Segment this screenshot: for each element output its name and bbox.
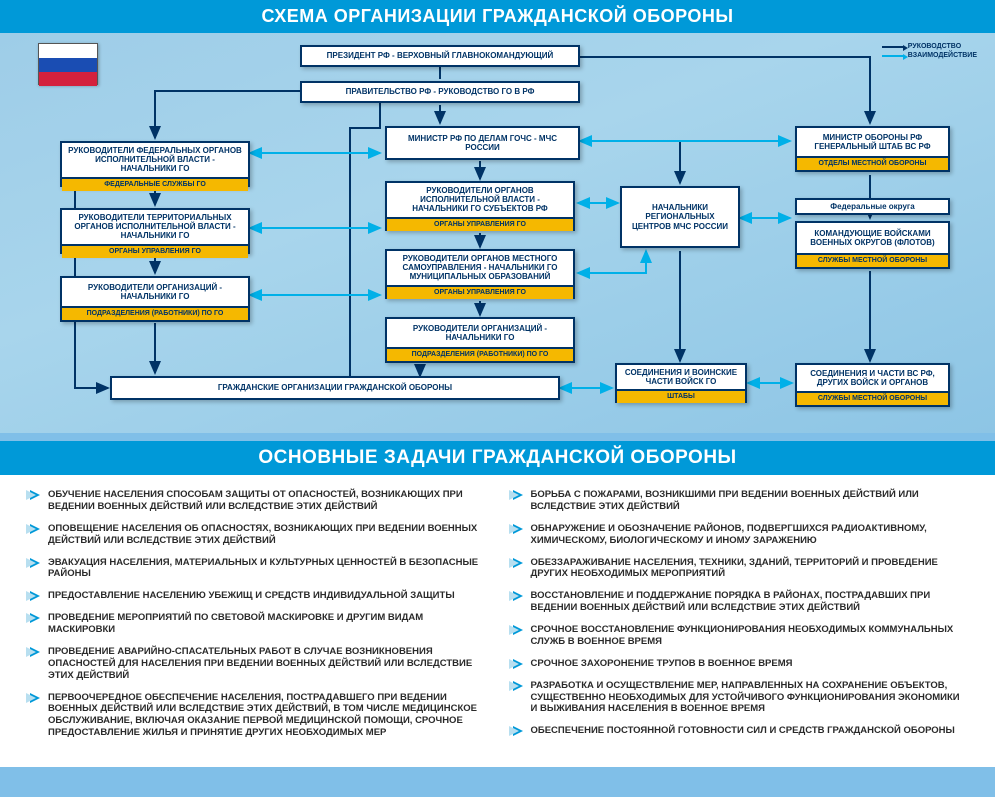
node-government: ПРАВИТЕЛЬСТВО РФ - РУКОВОДСТВО ГО В РФ	[300, 81, 580, 103]
task-item: ЭВАКУАЦИЯ НАСЕЛЕНИЯ, МАТЕРИАЛЬНЫХ И КУЛЬ…	[30, 557, 483, 581]
bullet-icon	[30, 490, 40, 500]
tasks-col-right: БОРЬБА С ПОЖАРАМИ, ВОЗНИКШИМИ ПРИ ВЕДЕНИ…	[513, 489, 966, 749]
bullet-icon	[513, 558, 523, 568]
bullet-icon	[513, 591, 523, 601]
tasks-title: ОСНОВНЫЕ ЗАДАЧИ ГРАЖДАНСКОЙ ОБОРОНЫ	[0, 441, 995, 475]
tasks-area: ОБУЧЕНИЕ НАСЕЛЕНИЯ СПОСОБАМ ЗАЩИТЫ ОТ ОП…	[0, 475, 995, 767]
task-text: ПРЕДОСТАВЛЕНИЕ НАСЕЛЕНИЮ УБЕЖИЩ И СРЕДСТ…	[48, 590, 455, 602]
task-item: ОБНАРУЖЕНИЕ И ОБОЗНАЧЕНИЕ РАЙОНОВ, ПОДВЕ…	[513, 523, 966, 547]
bullet-icon	[513, 625, 523, 635]
task-item: РАЗРАБОТКА И ОСУЩЕСТВЛЕНИЕ МЕР, НАПРАВЛЕ…	[513, 680, 966, 716]
task-item: СРОЧНОЕ ВОССТАНОВЛЕНИЕ ФУНКЦИОНИРОВАНИЯ …	[513, 624, 966, 648]
node-minister: МИНИСТР РФ ПО ДЕЛАМ ГОЧС - МЧС РОССИИ	[385, 126, 580, 160]
task-text: ПРОВЕДЕНИЕ АВАРИЙНО-СПАСАТЕЛЬНЫХ РАБОТ В…	[48, 646, 483, 682]
label-fed-districts: Федеральные округа	[795, 198, 950, 215]
diagram-title: СХЕМА ОРГАНИЗАЦИИ ГРАЖДАНСКОЙ ОБОРОНЫ	[0, 0, 995, 33]
bullet-icon	[30, 647, 40, 657]
node-local-self: РУКОВОДИТЕЛИ ОРГАНОВ МЕСТНОГО САМОУПРАВЛ…	[385, 249, 575, 299]
node-exec-subjects: РУКОВОДИТЕЛИ ОРГАНОВ ИСПОЛНИТЕЛЬНОЙ ВЛАС…	[385, 181, 575, 231]
node-def-minister: МИНИСТР ОБОРОНЫ РФ ГЕНЕРАЛЬНЫЙ ШТАБ ВС Р…	[795, 126, 950, 172]
task-item: ПРОВЕДЕНИЕ АВАРИЙНО-СПАСАТЕЛЬНЫХ РАБОТ В…	[30, 646, 483, 682]
node-president: ПРЕЗИДЕНТ РФ - ВЕРХОВНЫЙ ГЛАВНОКОМАНДУЮЩ…	[300, 45, 580, 67]
bullet-icon	[513, 681, 523, 691]
russian-flag	[38, 43, 98, 85]
bullet-icon	[513, 524, 523, 534]
task-text: ОБНАРУЖЕНИЕ И ОБОЗНАЧЕНИЕ РАЙОНОВ, ПОДВЕ…	[531, 523, 966, 547]
task-text: СРОЧНОЕ ВОССТАНОВЛЕНИЕ ФУНКЦИОНИРОВАНИЯ …	[531, 624, 966, 648]
diagram-area: РУКОВОДСТВО ВЗАИМОДЕЙСТВИЕ	[0, 33, 995, 433]
task-item: ОПОВЕЩЕНИЕ НАСЕЛЕНИЯ ОБ ОПАСНОСТЯХ, ВОЗН…	[30, 523, 483, 547]
task-item: ОБЕСПЕЧЕНИЕ ПОСТОЯННОЙ ГОТОВНОСТИ СИЛ И …	[513, 725, 966, 737]
bullet-icon	[30, 524, 40, 534]
task-text: ОБЕСПЕЧЕНИЕ ПОСТОЯННОЙ ГОТОВНОСТИ СИЛ И …	[531, 725, 955, 737]
bullet-icon	[513, 490, 523, 500]
task-item: ОБУЧЕНИЕ НАСЕЛЕНИЯ СПОСОБАМ ЗАЩИТЫ ОТ ОП…	[30, 489, 483, 513]
task-text: ОБУЧЕНИЕ НАСЕЛЕНИЯ СПОСОБАМ ЗАЩИТЫ ОТ ОП…	[48, 489, 483, 513]
task-text: ОПОВЕЩЕНИЕ НАСЕЛЕНИЯ ОБ ОПАСНОСТЯХ, ВОЗН…	[48, 523, 483, 547]
task-text: ПРОВЕДЕНИЕ МЕРОПРИЯТИЙ ПО СВЕТОВОЙ МАСКИ…	[48, 612, 483, 636]
task-item: БОРЬБА С ПОЖАРАМИ, ВОЗНИКШИМИ ПРИ ВЕДЕНИ…	[513, 489, 966, 513]
bullet-icon	[30, 693, 40, 703]
bullet-icon	[513, 726, 523, 736]
bullet-icon	[30, 591, 40, 601]
task-item: СРОЧНОЕ ЗАХОРОНЕНИЕ ТРУПОВ В ВОЕННОЕ ВРЕ…	[513, 658, 966, 670]
node-terr-exec: РУКОВОДИТЕЛИ ТЕРРИТОРИАЛЬНЫХ ОРГАНОВ ИСП…	[60, 208, 250, 254]
task-text: ВОССТАНОВЛЕНИЕ И ПОДДЕРЖАНИЕ ПОРЯДКА В Р…	[531, 590, 966, 614]
task-item: ВОССТАНОВЛЕНИЕ И ПОДДЕРЖАНИЕ ПОРЯДКА В Р…	[513, 590, 966, 614]
task-item: ПРЕДОСТАВЛЕНИЕ НАСЕЛЕНИЮ УБЕЖИЩ И СРЕДСТ…	[30, 590, 483, 602]
legend: РУКОВОДСТВО ВЗАИМОДЕЙСТВИЕ	[882, 43, 977, 61]
node-fed-exec: РУКОВОДИТЕЛИ ФЕДЕРАЛЬНЫХ ОРГАНОВ ИСПОЛНИ…	[60, 141, 250, 187]
legend-interact: ВЗАИМОДЕЙСТВИЕ	[908, 52, 977, 59]
bullet-icon	[513, 659, 523, 669]
task-text: ОБЕЗЗАРАЖИВАНИЕ НАСЕЛЕНИЯ, ТЕХНИКИ, ЗДАН…	[531, 557, 966, 581]
task-text: СРОЧНОЕ ЗАХОРОНЕНИЕ ТРУПОВ В ВОЕННОЕ ВРЕ…	[531, 658, 793, 670]
task-text: БОРЬБА С ПОЖАРАМИ, ВОЗНИКШИМИ ПРИ ВЕДЕНИ…	[531, 489, 966, 513]
task-text: ПЕРВООЧЕРЕДНОЕ ОБЕСПЕЧЕНИЕ НАСЕЛЕНИЯ, ПО…	[48, 692, 483, 740]
task-item: ОБЕЗЗАРАЖИВАНИЕ НАСЕЛЕНИЯ, ТЕХНИКИ, ЗДАН…	[513, 557, 966, 581]
task-item: ПЕРВООЧЕРЕДНОЕ ОБЕСПЕЧЕНИЕ НАСЕЛЕНИЯ, ПО…	[30, 692, 483, 740]
node-troop-units: СОЕДИНЕНИЯ И ВОИНСКИЕ ЧАСТИ ВОЙСК ГОШТАБ…	[615, 363, 747, 403]
node-civil-orgs: ГРАЖДАНСКИЕ ОРГАНИЗАЦИИ ГРАЖДАНСКОЙ ОБОР…	[110, 376, 560, 400]
node-vs-units: СОЕДИНЕНИЯ И ЧАСТИ ВС РФ, ДРУГИХ ВОЙСК И…	[795, 363, 950, 407]
task-text: ЭВАКУАЦИЯ НАСЕЛЕНИЯ, МАТЕРИАЛЬНЫХ И КУЛЬ…	[48, 557, 483, 581]
node-org-heads-2: РУКОВОДИТЕЛИ ОРГАНИЗАЦИЙ - НАЧАЛЬНИКИ ГО…	[385, 317, 575, 363]
node-org-heads: РУКОВОДИТЕЛИ ОРГАНИЗАЦИЙ - НАЧАЛЬНИКИ ГО…	[60, 276, 250, 322]
bullet-icon	[30, 613, 40, 623]
task-text: РАЗРАБОТКА И ОСУЩЕСТВЛЕНИЕ МЕР, НАПРАВЛЕ…	[531, 680, 966, 716]
tasks-col-left: ОБУЧЕНИЕ НАСЕЛЕНИЯ СПОСОБАМ ЗАЩИТЫ ОТ ОП…	[30, 489, 483, 749]
bullet-icon	[30, 558, 40, 568]
node-commanders: КОМАНДУЮЩИЕ ВОЙСКАМИ ВОЕННЫХ ОКРУГОВ (ФЛ…	[795, 221, 950, 269]
task-item: ПРОВЕДЕНИЕ МЕРОПРИЯТИЙ ПО СВЕТОВОЙ МАСКИ…	[30, 612, 483, 636]
node-reg-centers: НАЧАЛЬНИКИ РЕГИОНАЛЬНЫХ ЦЕНТРОВ МЧС РОСС…	[620, 186, 740, 248]
legend-lead: РУКОВОДСТВО	[908, 43, 961, 50]
